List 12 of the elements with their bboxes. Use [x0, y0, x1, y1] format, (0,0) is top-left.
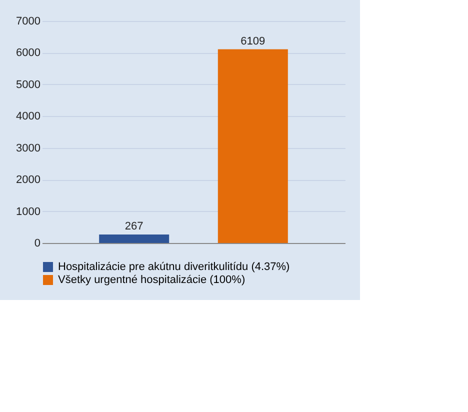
y-tick-label: 7000 — [16, 16, 40, 28]
data-label: 267 — [124, 220, 144, 233]
y-tick-label: 2000 — [16, 174, 40, 186]
legend-label: Všetky urgentné hospitalizácie (100%) — [58, 274, 246, 286]
y-tick-label: 4000 — [16, 110, 40, 123]
y-tick-label: 5000 — [16, 78, 40, 91]
y-tick-label: 3000 — [16, 142, 40, 154]
legend-label: Hospitalizácie pre akútnu diveritkulitídu (4.37%) — [58, 261, 290, 273]
y-tick-label: 1000 — [16, 206, 40, 218]
y-tick-label: 6000 — [16, 47, 40, 60]
data-label: 6109 — [240, 35, 266, 48]
y-tick-label: 0 — [34, 238, 40, 250]
